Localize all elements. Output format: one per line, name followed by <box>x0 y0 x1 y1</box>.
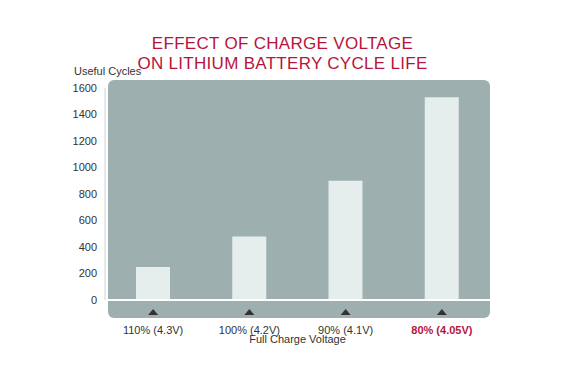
html-text:Full Charge Voltage: Full Charge Voltage <box>249 333 346 345</box>
svg-text:110% (4.3V): 110% (4.3V) <box>123 324 183 336</box>
svg-text:90% (4.1V): 90% (4.1V) <box>318 324 373 336</box>
svg-text:1600: 1600 <box>73 82 97 94</box>
svg-text:600: 600 <box>79 214 97 226</box>
html-text:EFFECT OF CHARGE VOLTAGE ON LI: EFFECT OF CHARGE VOLTAGE ON LITHIUM BATT… <box>137 34 428 73</box>
svg-text:1200: 1200 <box>73 135 97 147</box>
svg-text:1400: 1400 <box>73 108 97 120</box>
svg-text:0: 0 <box>91 294 97 306</box>
html-text:Useful Cycles: Useful Cycles <box>74 65 142 77</box>
svg-text:1000: 1000 <box>73 161 97 173</box>
svg-text:80% (4.05V): 80% (4.05V) <box>411 324 472 336</box>
svg-text:100% (4.2V): 100% (4.2V) <box>219 324 280 336</box>
svg-text:800: 800 <box>79 188 97 200</box>
svg-text:200: 200 <box>79 267 97 279</box>
svg-text:400: 400 <box>79 241 97 253</box>
